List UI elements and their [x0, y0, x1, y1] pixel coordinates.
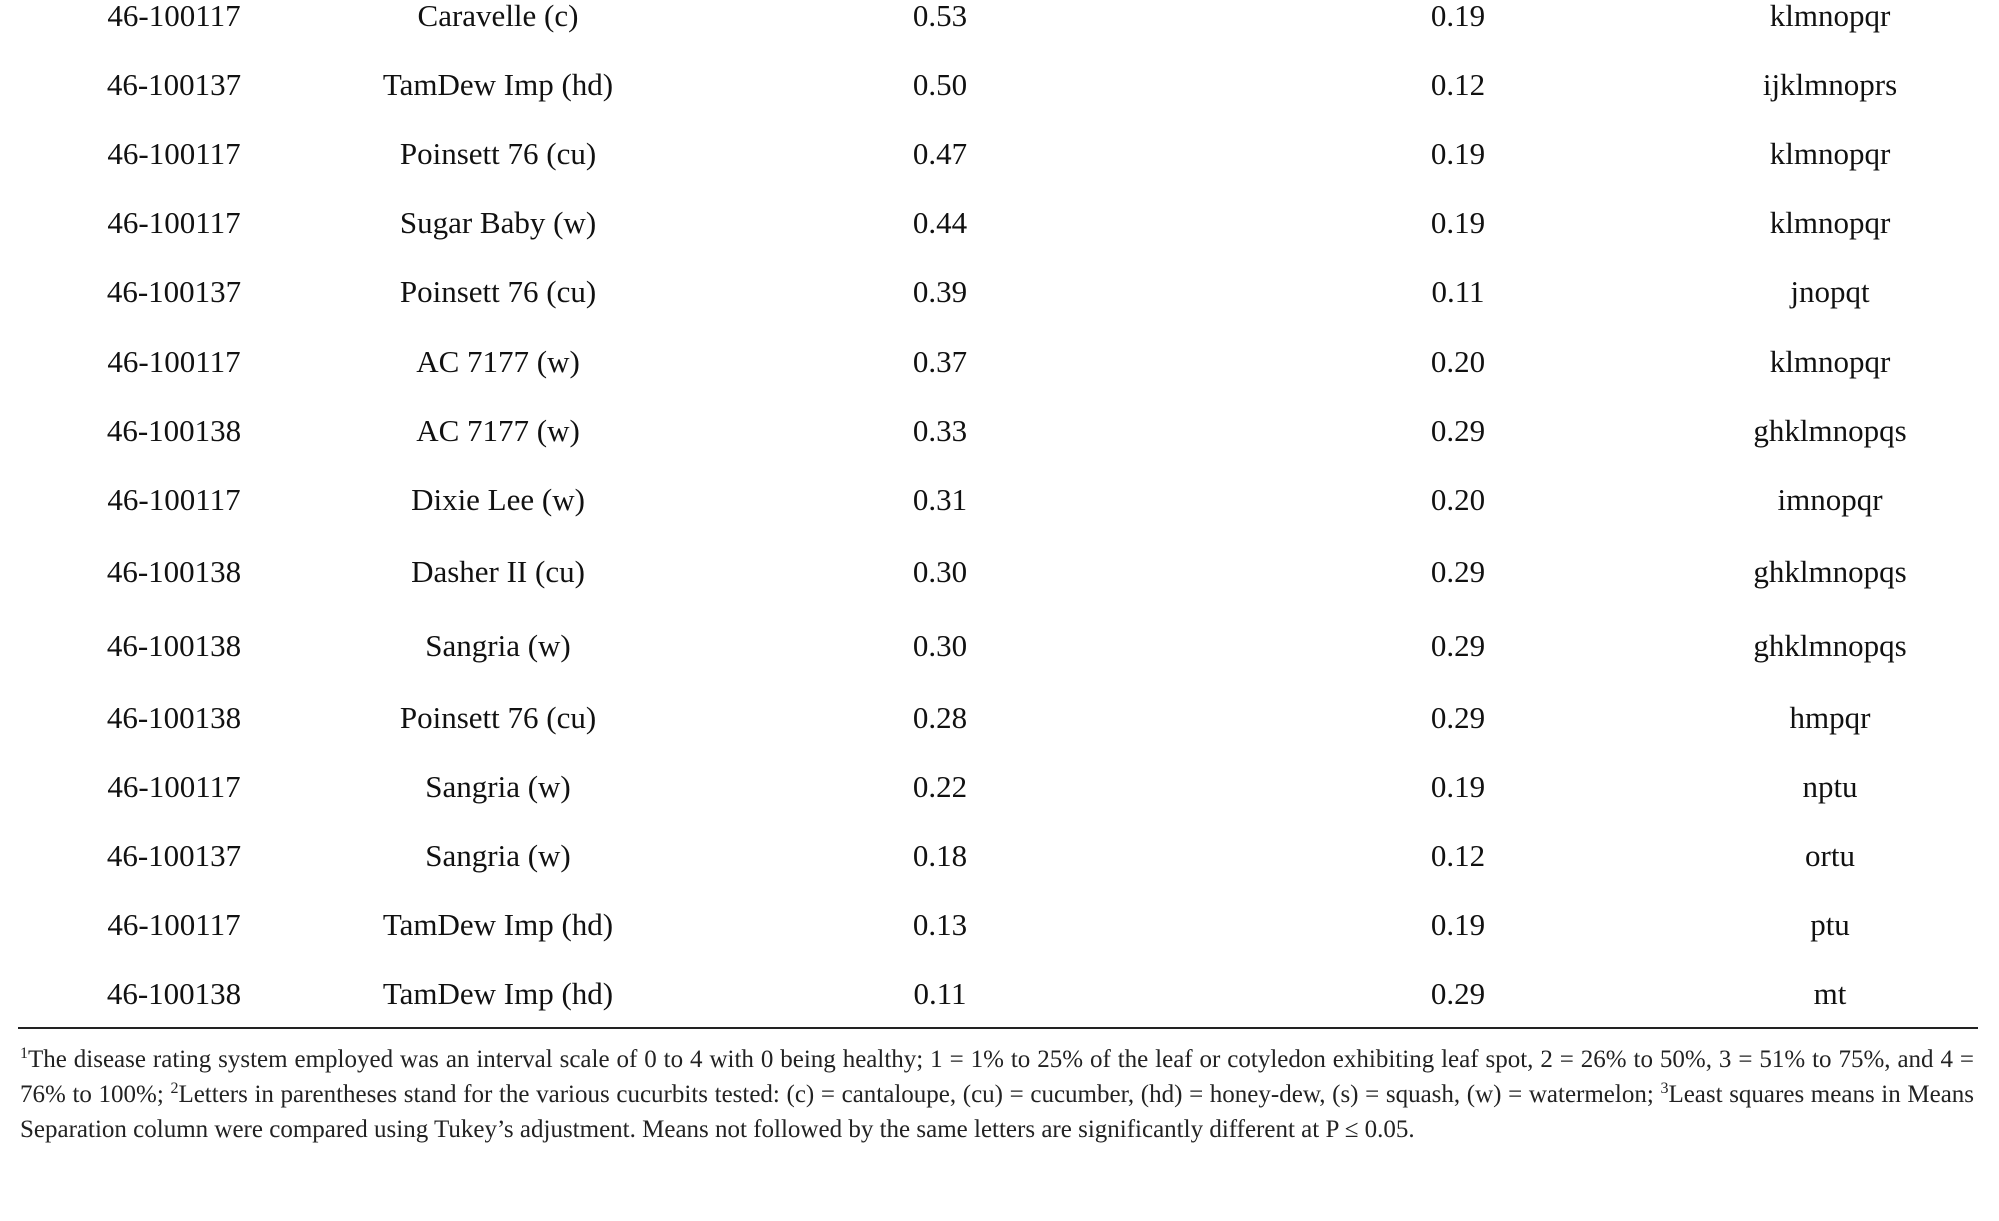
isolate-cell: 46-100137 — [106, 838, 242, 873]
cultivar-cell: TamDew Imp (hd) — [382, 976, 614, 1011]
table-row: 46-100137 TamDew Imp (hd) 0.50 0.12 ijkl… — [18, 69, 1978, 138]
means-separation-cell: ijklmnoprs — [1762, 67, 1898, 102]
standard-error-cell: 0.19 — [1430, 769, 1486, 804]
cultivar-cell: Sangria (w) — [425, 838, 571, 873]
table-row: 46-100138 AC 7177 (w) 0.33 0.29 ghklmnop… — [18, 415, 1978, 484]
isolate-cell: 46-100117 — [107, 907, 241, 942]
standard-error-cell: 0.20 — [1430, 344, 1486, 379]
cultivar-cell: Caravelle (c) — [417, 0, 579, 33]
mean-cell: 0.30 — [912, 554, 968, 589]
isolate-cell: 46-100137 — [106, 274, 242, 309]
means-separation-cell: hmpqr — [1789, 700, 1871, 735]
footnote-marker-3: 3 — [1660, 1080, 1669, 1097]
standard-error-cell: 0.29 — [1430, 976, 1486, 1011]
means-separation-cell: klmnopqr — [1769, 136, 1891, 171]
mean-cell: 0.11 — [913, 976, 967, 1011]
isolate-cell: 46-100117 — [107, 769, 241, 804]
means-separation-cell: imnopqr — [1777, 482, 1883, 517]
means-separation-cell: jnopqt — [1790, 274, 1870, 309]
isolate-cell: 46-100138 — [106, 628, 242, 663]
table-row: 46-100137 Sangria (w) 0.18 0.12 ortu — [18, 840, 1978, 909]
mean-cell: 0.13 — [912, 907, 968, 942]
table-row: 46-100117 Caravelle (c) 0.53 0.19 klmnop… — [18, 0, 1978, 69]
standard-error-cell: 0.19 — [1430, 205, 1486, 240]
isolate-cell: 46-100117 — [107, 136, 241, 171]
cultivar-cell: Poinsett 76 (cu) — [399, 700, 597, 735]
mean-cell: 0.18 — [912, 838, 968, 873]
isolate-cell: 46-100117 — [107, 0, 241, 33]
cultivar-cell: TamDew Imp (hd) — [382, 67, 614, 102]
standard-error-cell: 0.19 — [1430, 136, 1486, 171]
standard-error-cell: 0.20 — [1430, 482, 1486, 517]
mean-cell: 0.47 — [912, 136, 968, 171]
cultivar-cell: Sangria (w) — [425, 769, 571, 804]
footnote-marker-2: 2 — [170, 1080, 179, 1097]
isolate-cell: 46-100138 — [106, 976, 242, 1011]
standard-error-cell: 0.12 — [1430, 67, 1486, 102]
mean-cell: 0.33 — [912, 413, 968, 448]
cultivar-cell: Sugar Baby (w) — [399, 205, 597, 240]
mean-cell: 0.28 — [912, 700, 968, 735]
table-row: 46-100137 Poinsett 76 (cu) 0.39 0.11 jno… — [18, 276, 1978, 345]
table-row: 46-100117 AC 7177 (w) 0.37 0.20 klmnopqr — [18, 346, 1978, 415]
cultivar-cell: TamDew Imp (hd) — [382, 907, 614, 942]
standard-error-cell: 0.11 — [1431, 274, 1485, 309]
means-separation-cell: klmnopqr — [1769, 205, 1891, 240]
isolate-cell: 46-100138 — [106, 700, 242, 735]
table-footnote: 1The disease rating system employed was … — [20, 1042, 1974, 1147]
isolate-cell: 46-100117 — [107, 205, 241, 240]
mean-cell: 0.39 — [912, 274, 968, 309]
table-row: 46-100138 Poinsett 76 (cu) 0.28 0.29 hmp… — [18, 702, 1978, 771]
standard-error-cell: 0.29 — [1430, 700, 1486, 735]
standard-error-cell: 0.19 — [1430, 907, 1486, 942]
isolate-cell: 46-100117 — [107, 482, 241, 517]
standard-error-cell: 0.19 — [1430, 0, 1486, 33]
table-row: 46-100138 Sangria (w) 0.30 0.29 ghklmnop… — [18, 630, 1978, 699]
mean-cell: 0.31 — [912, 482, 968, 517]
table-row: 46-100117 Dixie Lee (w) 0.31 0.20 imnopq… — [18, 484, 1978, 553]
table-row: 46-100138 Dasher II (cu) 0.30 0.29 ghklm… — [18, 556, 1978, 625]
cultivar-cell: Dixie Lee (w) — [411, 482, 585, 517]
footnote-marker-1: 1 — [20, 1045, 28, 1062]
footnote-rating-scale: The disease rating system employed was a… — [20, 1046, 1974, 1108]
table-row: 46-100138 TamDew Imp (hd) 0.11 0.29 mt — [18, 978, 1978, 1047]
isolate-cell: 46-100137 — [106, 67, 242, 102]
means-separation-cell: ghklmnopqs — [1753, 554, 1907, 589]
mean-cell: 0.44 — [912, 205, 968, 240]
means-separation-cell: mt — [1813, 976, 1847, 1011]
table-row: 46-100117 Sugar Baby (w) 0.44 0.19 klmno… — [18, 207, 1978, 276]
table-row: 46-100117 Poinsett 76 (cu) 0.47 0.19 klm… — [18, 138, 1978, 207]
means-separation-cell: ptu — [1810, 907, 1850, 942]
cultivar-cell: Sangria (w) — [425, 628, 571, 663]
standard-error-cell: 0.29 — [1430, 413, 1486, 448]
mean-cell: 0.37 — [912, 344, 968, 379]
isolate-cell: 46-100138 — [106, 413, 242, 448]
footnote-means-separation: Least squares means in Means Separation … — [20, 1081, 1975, 1143]
cultivar-cell: AC 7177 (w) — [416, 344, 580, 379]
mean-cell: 0.30 — [912, 628, 968, 663]
cultivar-cell: Poinsett 76 (cu) — [399, 274, 597, 309]
table-row: 46-100117 TamDew Imp (hd) 0.13 0.19 ptu — [18, 909, 1978, 978]
mean-cell: 0.53 — [912, 0, 968, 33]
means-separation-cell: ghklmnopqs — [1753, 413, 1907, 448]
means-separation-cell: ghklmnopqs — [1753, 628, 1907, 663]
cultivar-cell: AC 7177 (w) — [416, 413, 580, 448]
isolate-cell: 46-100138 — [106, 554, 242, 589]
isolate-cell: 46-100117 — [107, 344, 241, 379]
standard-error-cell: 0.29 — [1430, 554, 1486, 589]
table-row: 46-100117 Sangria (w) 0.22 0.19 nptu — [18, 771, 1978, 840]
footnote-cucurbit-key: Letters in parentheses stand for the var… — [178, 1081, 1661, 1108]
standard-error-cell: 0.29 — [1430, 628, 1486, 663]
cultivar-cell: Poinsett 76 (cu) — [399, 136, 597, 171]
mean-cell: 0.22 — [912, 769, 968, 804]
means-separation-cell: nptu — [1802, 769, 1858, 804]
table-bottom-rule — [18, 1027, 1978, 1029]
mean-cell: 0.50 — [912, 67, 968, 102]
means-separation-cell: ortu — [1805, 838, 1855, 873]
standard-error-cell: 0.12 — [1430, 838, 1486, 873]
cultivar-cell: Dasher II (cu) — [411, 554, 585, 589]
means-separation-cell: klmnopqr — [1769, 0, 1891, 33]
means-separation-cell: klmnopqr — [1769, 344, 1891, 379]
